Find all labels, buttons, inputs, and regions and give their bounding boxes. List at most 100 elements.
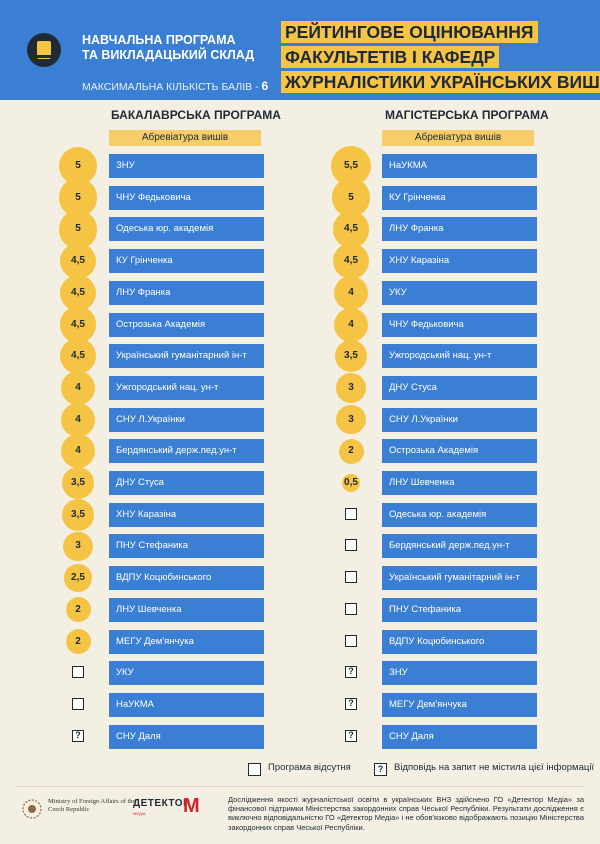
score-value: 3,5 <box>71 508 85 520</box>
score-value: 4,5 <box>71 255 85 267</box>
university-name: Ужгородський нац. ун-т <box>389 350 492 362</box>
bachelor-row: 4,5 Український гуманітарний ін-т <box>0 338 600 375</box>
master-row: 3 ДНУ Стуса <box>0 372 600 404</box>
book-icon <box>27 33 61 67</box>
master-row: 2 Острозька Академія <box>0 435 600 467</box>
section-title-line: НАВЧАЛЬНА ПРОГРАМА <box>82 33 236 47</box>
university-bar <box>382 534 537 559</box>
university-bar <box>382 566 537 591</box>
absent-checkbox-icon <box>72 697 84 710</box>
master-abbr-header: Абревіатура вишів <box>382 130 534 146</box>
university-bar <box>109 375 264 400</box>
university-bar <box>109 154 264 178</box>
bachelor-row: НаУКМА <box>0 689 600 721</box>
master-row: ПНУ Стефаника <box>0 594 600 626</box>
score-circle <box>61 402 95 437</box>
score-circle <box>332 242 370 280</box>
max-score-text: МАКСИМАЛЬНА КІЛЬКІСТЬ БАЛІВ - <box>82 81 262 93</box>
master-title: МАГІСТЕРСЬКА ПРОГРАМА <box>385 108 549 122</box>
university-bar <box>109 312 264 337</box>
score-circle <box>62 467 94 499</box>
university-name: Український гуманітарний ін-т <box>116 350 247 362</box>
score-circle <box>59 274 97 311</box>
legend-absent-box <box>248 763 261 776</box>
bachelor-row: 4 СНУ Л.Українки <box>0 402 600 437</box>
detector-text: ДЕТЕКТОР <box>133 798 191 809</box>
max-score-value: 6 <box>261 79 269 93</box>
university-name: СНУ Даля <box>389 730 434 742</box>
legend-absent-label: Програма відсутня <box>268 762 351 773</box>
university-bar <box>382 375 537 400</box>
legend-no-info-label: Відповідь на запит не містила цієї інфор… <box>394 762 595 773</box>
university-bar <box>109 344 264 369</box>
university-name: УКУ <box>389 286 407 298</box>
university-bar <box>382 471 537 495</box>
university-name: ПНУ Стефаника <box>116 540 189 552</box>
no-info-question-icon: ? <box>345 666 357 679</box>
bachelor-row: 4,5 Острозька Академія <box>0 306 600 343</box>
master-row: ? ЗНУ <box>0 657 600 689</box>
master-row: 4 УКУ <box>0 275 600 310</box>
university-name: Український гуманітарний ін-т <box>389 572 520 584</box>
score-circle <box>61 434 95 469</box>
university-name: Бердянський держ.пед.ун-т <box>116 445 237 457</box>
university-name: ЛНУ Шевченка <box>116 603 182 615</box>
lion-emblem-icon <box>22 799 42 819</box>
score-value: 5 <box>348 191 354 203</box>
bachelor-row: 2 ЛНУ Шевченка <box>0 594 600 626</box>
bachelor-row: 3,5 ХНУ Каразіна <box>0 498 600 531</box>
university-bar <box>382 280 537 305</box>
score-circle <box>65 629 91 654</box>
score-circle <box>335 340 367 373</box>
score-circle <box>59 242 97 280</box>
university-bar <box>382 502 537 527</box>
footer-divider <box>16 786 584 787</box>
university-bar <box>382 597 537 622</box>
university-name: СНУ Л.Українки <box>116 413 185 425</box>
bachelor-row: 2 МЕГУ Дем'янчука <box>0 626 600 658</box>
footer-note: Дослідження якості журналістської освіти… <box>228 795 584 832</box>
absent-checkbox-icon <box>72 666 84 679</box>
ministry-text: Ministry of Foreign Affairs of the Czech… <box>48 798 136 813</box>
university-name: ХНУ Каразіна <box>116 508 177 520</box>
university-name: УКУ <box>116 667 134 679</box>
university-name: МЕГУ Дем'янчука <box>389 698 467 710</box>
score-value: 5 <box>75 160 81 171</box>
absent-checkbox-icon <box>345 602 357 615</box>
master-row: 5,5 НаУКМА <box>0 145 600 187</box>
master-row: Український гуманітарний ін-т <box>0 562 600 594</box>
no-info-question-icon: ? <box>345 729 357 742</box>
university-bar <box>382 312 537 337</box>
bachelor-row: 4 Ужгородський нац. ун-т <box>0 370 600 405</box>
absent-checkbox-icon <box>345 571 357 584</box>
university-bar <box>382 629 537 654</box>
university-name: Ужгородський нац. ун-т <box>116 381 219 393</box>
detector-sub: МЕДІА <box>133 811 146 816</box>
university-bar <box>109 692 264 717</box>
master-row: ВДПУ Коцюбинського <box>0 626 600 658</box>
master-row: 0,5 ЛНУ Шевченка <box>0 467 600 499</box>
score-value: 3 <box>348 381 354 393</box>
score-circle <box>338 438 364 464</box>
university-name: ЧНУ Федьковича <box>116 191 191 203</box>
absent-checkbox-icon <box>345 634 357 647</box>
bachelor-row: 2,5 ВДПУ Коцюбинського <box>0 562 600 594</box>
score-value: 4,5 <box>71 318 85 330</box>
university-name: ЗНУ <box>389 667 408 679</box>
university-bar <box>109 502 264 527</box>
section-title: НАВЧАЛЬНА ПРОГРАМА ТА ВИКЛАДАЦЬКИЙ СКЛАД <box>82 33 282 63</box>
university-name: ВДПУ Коцюбинського <box>389 635 485 647</box>
score-circle <box>341 473 361 493</box>
university-name: НаУКМА <box>389 160 427 171</box>
score-value: 2 <box>75 603 81 615</box>
university-bar <box>109 217 264 242</box>
section-title-line: ТА ВИКЛАДАЦЬКИЙ СКЛАД <box>82 48 255 62</box>
score-circle <box>58 210 98 249</box>
university-bar <box>109 566 264 591</box>
score-circle <box>336 373 366 403</box>
bachelor-row: ? СНУ Даля <box>0 721 600 753</box>
score-circle <box>336 404 366 435</box>
master-row: ? СНУ Даля <box>0 721 600 753</box>
bachelor-row: 4 Бердянський держ.пед.ун-т <box>0 434 600 469</box>
score-value: 4 <box>348 286 354 298</box>
